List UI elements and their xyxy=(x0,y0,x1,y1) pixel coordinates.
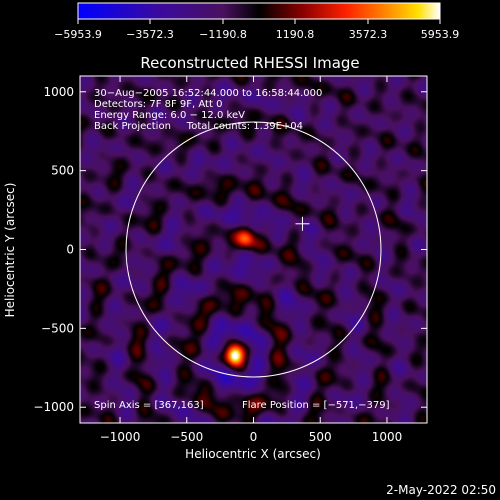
y-tick-label: 0 xyxy=(66,243,74,257)
x-tick-label: 0 xyxy=(250,430,258,444)
flare-position-label: Flare Position = [−571,−379] xyxy=(242,400,390,411)
spin-axis-marker xyxy=(295,216,310,231)
info-line-energy: Energy Range: 6.0 − 12.0 keV xyxy=(94,110,245,121)
date-stamp: 2-May-2022 02:50 xyxy=(386,483,496,497)
y-tick-label: −1000 xyxy=(33,400,74,414)
colorbar-tick-label: −1190.8 xyxy=(199,28,247,41)
y-tick-label: −500 xyxy=(41,321,74,335)
colorbar-tick-label: 5953.9 xyxy=(421,28,460,41)
info-line-counts: Back Projection Total counts: 1.39E+04 xyxy=(94,121,303,132)
colorbar-gradient xyxy=(77,2,441,20)
heatmap-image xyxy=(80,76,427,423)
axis-ticks: −1000 −500 0 500 1000 −1000 −500 0 500 1000 xyxy=(33,76,427,444)
chart-title: Reconstructed RHESSI Image xyxy=(140,54,359,72)
colorbar-ticks xyxy=(77,19,441,24)
info-line-time: 30−Aug−2005 16:52:44.000 to 16:58:44.000 xyxy=(94,88,322,99)
x-tick-label: −500 xyxy=(170,430,203,444)
colorbar-tick-label: −5953.9 xyxy=(54,28,102,41)
colorbar-tick-label: −3572.3 xyxy=(126,28,174,41)
y-axis-label: Heliocentric Y (arcsec) xyxy=(3,183,17,318)
colorbar-tick-label: 1190.8 xyxy=(276,28,315,41)
y-tick-label: 500 xyxy=(51,164,74,178)
colorbar-tick-label: 3572.3 xyxy=(349,28,388,41)
colorbar: −5953.9 −3572.3 −1190.8 1190.8 3572.3 59… xyxy=(54,2,460,41)
solar-limb-circle xyxy=(125,121,382,378)
info-line-detectors: Detectors: 7F 8F 9F, Att 0 xyxy=(94,99,222,110)
y-tick-label: 1000 xyxy=(43,85,74,99)
x-axis-label: Heliocentric X (arcsec) xyxy=(185,447,321,461)
x-tick-label: 1000 xyxy=(372,430,403,444)
spin-axis-label: Spin Axis = [367,163] xyxy=(94,400,204,411)
x-tick-label: 500 xyxy=(309,430,332,444)
plot-area: −1000 −500 0 500 1000 −1000 −500 0 500 1000 30−Au… xyxy=(33,75,428,444)
x-tick-label: −1000 xyxy=(100,430,141,444)
